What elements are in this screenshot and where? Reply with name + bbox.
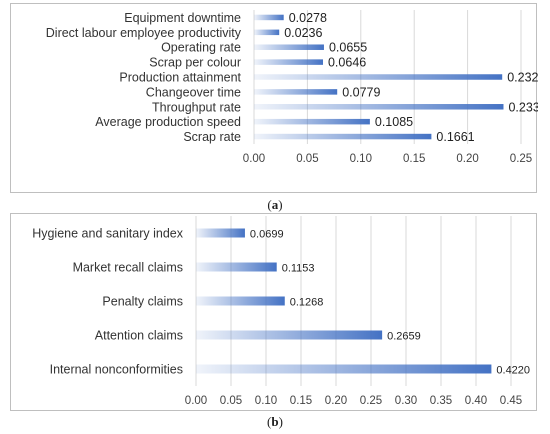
x-tick-label: 0.15 [290, 395, 312, 407]
x-tick-label: 0.45 [500, 395, 522, 407]
caption-a-close: ) [278, 197, 283, 212]
category-label: Hygiene and sanitary index [32, 227, 184, 241]
data-label: 0.2324 [507, 71, 538, 85]
x-tick-label: 0.05 [220, 395, 242, 407]
data-label: 0.0779 [342, 85, 380, 99]
caption-a: (a) [245, 197, 305, 213]
category-label: Average production speed [95, 115, 241, 129]
bar [254, 133, 432, 140]
category-label: Internal nonconformities [50, 363, 183, 377]
x-tick-label: 0.00 [243, 153, 265, 165]
data-label: 0.4220 [496, 365, 530, 377]
data-label: 0.2659 [387, 331, 421, 343]
data-label: 0.1661 [436, 130, 474, 144]
category-label: Scrap per colour [149, 56, 241, 70]
caption-b-letter: b [271, 414, 279, 429]
data-label: 0.1268 [290, 297, 324, 309]
data-label: 0.0655 [329, 41, 367, 55]
bar [254, 14, 284, 21]
category-label: Equipment downtime [124, 11, 241, 25]
data-label: 0.0699 [250, 229, 284, 241]
bar [196, 296, 285, 306]
bar [254, 118, 370, 125]
bar [254, 44, 324, 50]
category-label: Scrap rate [183, 130, 241, 144]
bar [196, 228, 245, 238]
x-tick-label: 0.35 [430, 395, 452, 407]
category-label: Attention claims [95, 329, 183, 343]
x-tick-label: 0.20 [325, 395, 347, 407]
chart-a: 0.00 0.05 0.10 0.15 0.20 0.25 Equipment downti… [46, 10, 547, 165]
data-label: 0.1085 [375, 115, 413, 129]
x-tick-label: 0.30 [395, 395, 417, 407]
bar [196, 330, 383, 340]
x-tick-label: 0.10 [350, 153, 372, 165]
chart-panel-b: 0.00 0.05 0.10 0.15 0.20 0.25 0.30 0.35 0.40 0.45… [10, 213, 537, 411]
category-label: Production attainment [119, 71, 241, 85]
data-label: 0.0646 [328, 56, 366, 70]
bar [196, 364, 492, 374]
caption-a-letter: a [271, 197, 279, 212]
bar [254, 89, 338, 95]
data-label: 0.2336 [508, 100, 538, 114]
x-tick-label: 0.00 [185, 395, 207, 407]
data-label: 0.1153 [282, 263, 315, 275]
caption-b: (b) [245, 414, 305, 430]
category-label: Changeover time [146, 85, 241, 99]
category-label: Direct labour employee productivity [46, 26, 242, 40]
caption-b-open: ( [267, 414, 272, 429]
bar [196, 262, 277, 272]
chart-panel-a: 0.00 0.05 0.10 0.15 0.20 0.25 Equipment downti… [10, 3, 547, 193]
x-tick-label: 0.40 [465, 395, 487, 407]
x-tick-label: 0.25 [510, 153, 532, 165]
bar [254, 59, 323, 65]
x-tick-label: 0.05 [296, 153, 318, 165]
x-tick-label: 0.15 [403, 153, 425, 165]
x-tick-label: 0.20 [456, 153, 478, 165]
caption-a-open: ( [267, 197, 272, 212]
data-label: 0.0236 [284, 26, 322, 40]
data-label: 0.0278 [289, 11, 327, 25]
category-label: Penalty claims [102, 295, 183, 309]
bar [254, 74, 503, 80]
bar [254, 29, 280, 36]
category-label: Market recall claims [73, 261, 183, 275]
category-label: Operating rate [161, 41, 241, 55]
x-tick-label: 0.10 [255, 395, 277, 407]
x-tick-label: 0.25 [360, 395, 382, 407]
caption-b-close: ) [278, 414, 283, 429]
bar [254, 104, 504, 110]
chart-b: 0.00 0.05 0.10 0.15 0.20 0.25 0.30 0.35 0.40 0.45… [32, 216, 530, 407]
category-label: Throughput rate [152, 100, 241, 114]
